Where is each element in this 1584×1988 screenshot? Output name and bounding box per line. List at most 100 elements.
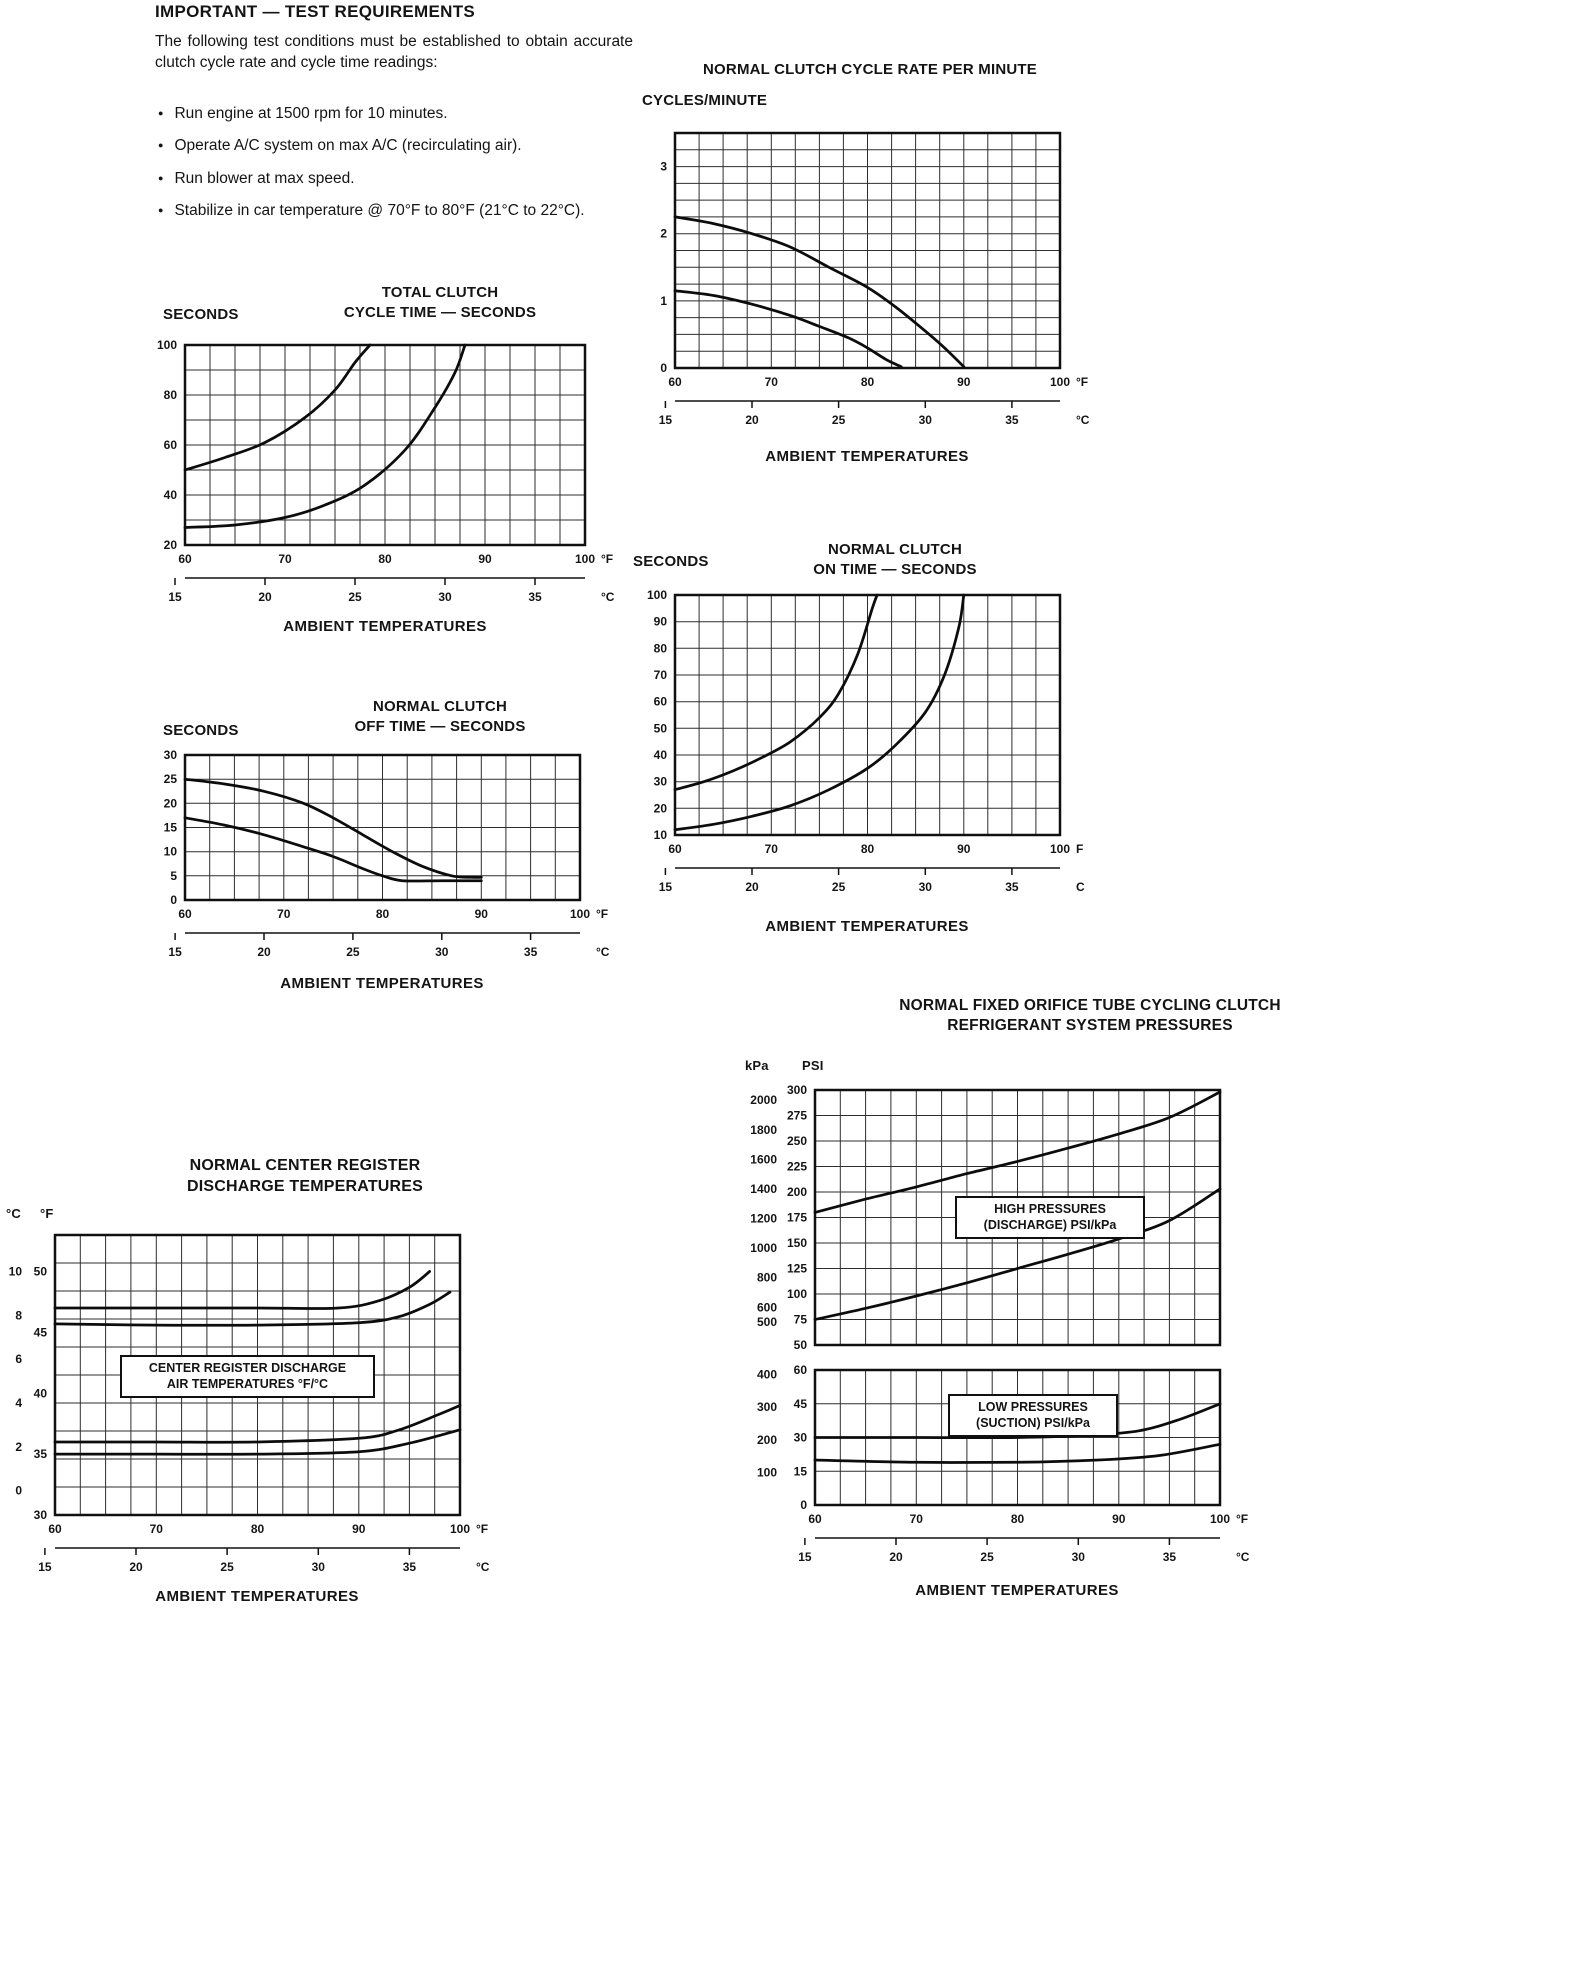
svg-text:15: 15 — [659, 413, 673, 427]
svg-text:°C: °C — [476, 1560, 490, 1574]
svg-text:100: 100 — [647, 588, 667, 602]
kpa-axis-header: kPa — [745, 1058, 769, 1073]
svg-text:80: 80 — [1011, 1512, 1025, 1526]
svg-text:60: 60 — [808, 1512, 822, 1526]
svg-text:25: 25 — [346, 945, 360, 959]
list-item: ● Operate A/C system on max A/C (recircu… — [158, 136, 638, 156]
svg-text:35: 35 — [1005, 413, 1019, 427]
svg-text:100: 100 — [757, 1465, 777, 1479]
svg-text:175: 175 — [787, 1211, 807, 1225]
svg-text:30: 30 — [34, 1508, 48, 1522]
svg-text:0: 0 — [800, 1498, 807, 1512]
chart-title-line: DISCHARGE TEMPERATURES — [186, 1177, 424, 1195]
svg-text:60: 60 — [178, 907, 192, 921]
series-label-line: LOW PRESSURES — [978, 1400, 1088, 1414]
y-axis-label: CYCLES/MINUTE — [642, 92, 768, 109]
svg-text:100: 100 — [570, 907, 590, 921]
svg-text:100: 100 — [450, 1522, 470, 1536]
svg-text:400: 400 — [757, 1368, 777, 1382]
chart-title-line: NORMAL FIXED ORIFICE TUBE CYCLING CLUTCH — [899, 997, 1281, 1014]
svg-text:20: 20 — [258, 590, 272, 604]
chart-title-line: ON TIME — SECONDS — [813, 560, 977, 578]
svg-text:1400: 1400 — [750, 1182, 777, 1196]
svg-text:100: 100 — [1210, 1512, 1230, 1526]
svg-text:35: 35 — [528, 590, 542, 604]
svg-text:°F: °F — [1076, 375, 1088, 389]
svg-text:5: 5 — [170, 869, 177, 883]
bullet-text: Operate A/C system on max A/C (recircula… — [174, 137, 522, 155]
chart-title: NORMAL CLUTCH OFF TIME — SECONDS — [250, 697, 630, 736]
svg-text:°C: °C — [601, 590, 615, 604]
svg-text:50: 50 — [794, 1338, 808, 1352]
svg-text:20: 20 — [164, 796, 178, 810]
svg-text:60: 60 — [164, 438, 178, 452]
svg-text:50: 50 — [654, 721, 668, 735]
chart-title: NORMAL CENTER REGISTER DISCHARGE TEMPERA… — [95, 1156, 515, 1198]
svg-text:80: 80 — [376, 907, 390, 921]
series-label-discharge-air: CENTER REGISTER DISCHARGE AIR TEMPERATUR… — [120, 1355, 375, 1398]
y-axis-label: SECONDS — [633, 553, 709, 570]
svg-text:80: 80 — [861, 842, 875, 856]
chart-title-line: NORMAL CENTER REGISTER — [189, 1157, 421, 1174]
svg-text:20: 20 — [889, 1550, 903, 1564]
svg-text:30: 30 — [438, 590, 452, 604]
svg-text:20: 20 — [745, 880, 759, 894]
svg-text:100: 100 — [787, 1287, 807, 1301]
svg-text:30: 30 — [919, 880, 933, 894]
svg-text:25: 25 — [832, 413, 846, 427]
svg-text:10: 10 — [9, 1265, 23, 1279]
svg-text:80: 80 — [378, 552, 392, 566]
svg-text:3: 3 — [660, 160, 667, 174]
svg-text:800: 800 — [757, 1271, 777, 1285]
svg-text:90: 90 — [957, 842, 971, 856]
x-axis-label: AMBIENT TEMPERATURES — [280, 975, 484, 992]
svg-text:1200: 1200 — [750, 1212, 777, 1226]
series-label-line: AIR TEMPERATURES °F/°C — [166, 1377, 329, 1392]
svg-text:°C: °C — [1076, 413, 1090, 427]
svg-text:300: 300 — [757, 1400, 777, 1414]
off-time-plot: 30 25 20 15 10 5 060 70 80 90 100 °F 15 20 25 30 35 °C — [164, 748, 610, 959]
svg-text:0: 0 — [15, 1484, 22, 1498]
svg-text:30: 30 — [919, 413, 933, 427]
chart-title-line: NORMAL CLUTCH — [828, 541, 962, 558]
chart-title-line: OFF TIME — SECONDS — [354, 717, 526, 735]
svg-text:250: 250 — [787, 1134, 807, 1148]
svg-text:45: 45 — [794, 1397, 808, 1411]
svg-text:25: 25 — [980, 1550, 994, 1564]
bullet-text: Stabilize in car temperature @ 70°F to 8… — [174, 202, 585, 220]
section-title: IMPORTANT — TEST REQUIREMENTS — [155, 2, 476, 21]
svg-text:70: 70 — [654, 668, 668, 682]
svg-text:70: 70 — [278, 552, 292, 566]
psi-axis-header: PSI — [802, 1058, 824, 1073]
svg-text:40: 40 — [164, 488, 178, 502]
pressures-plot: 3002752502252001751501251007550200018001… — [750, 1083, 1250, 1564]
svg-text:80: 80 — [164, 388, 178, 402]
svg-text:60: 60 — [668, 842, 682, 856]
svg-text:90: 90 — [654, 615, 668, 629]
svg-text:50: 50 — [34, 1265, 48, 1279]
chart-title-line: TOTAL CLUTCH — [381, 284, 499, 301]
svg-text:80: 80 — [251, 1522, 265, 1536]
svg-text:1800: 1800 — [750, 1123, 777, 1137]
x-axis-label: AMBIENT TEMPERATURES — [765, 918, 969, 935]
svg-text:500: 500 — [757, 1315, 777, 1329]
svg-text:30: 30 — [1072, 1550, 1086, 1564]
svg-text:25: 25 — [832, 880, 846, 894]
bullet-text: Run blower at max speed. — [174, 169, 355, 187]
svg-text:80: 80 — [861, 375, 875, 389]
x-axis-label: AMBIENT TEMPERATURES — [155, 1588, 359, 1605]
svg-text:60: 60 — [178, 552, 192, 566]
list-item: ● Stabilize in car temperature @ 70°F to… — [158, 201, 638, 221]
series-label-line: CENTER REGISTER DISCHARGE — [148, 1361, 347, 1375]
x-axis-label: AMBIENT TEMPERATURES — [283, 618, 487, 635]
svg-text:20: 20 — [745, 413, 759, 427]
svg-text:6: 6 — [15, 1352, 22, 1366]
svg-text:70: 70 — [765, 375, 779, 389]
svg-text:150: 150 — [787, 1236, 807, 1250]
svg-text:°F: °F — [1236, 1512, 1248, 1526]
svg-text:35: 35 — [524, 945, 538, 959]
svg-text:10: 10 — [654, 828, 668, 842]
